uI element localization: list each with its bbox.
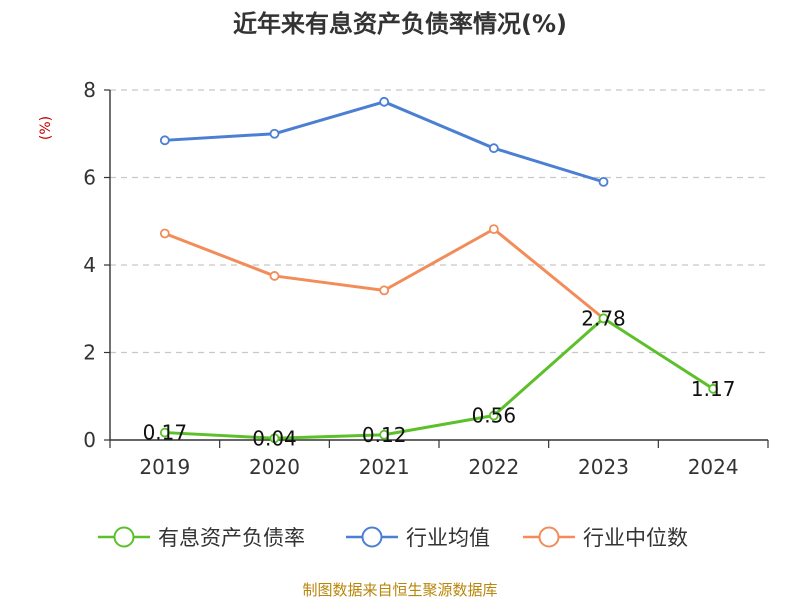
- legend-swatch-marker: [113, 526, 135, 548]
- x-tick-label: 2023: [578, 455, 629, 479]
- legend-label: 行业均值: [406, 526, 490, 550]
- x-tick-label: 2019: [139, 455, 190, 479]
- data-point: [269, 433, 280, 444]
- y-tick-label: 8: [83, 78, 96, 102]
- y-tick-label: 2: [83, 341, 96, 365]
- data-label: 1.17: [691, 377, 736, 401]
- data-point: [488, 410, 499, 421]
- y-tick-label: 4: [83, 253, 96, 277]
- y-axis-label: (%): [38, 116, 54, 140]
- data-label: 2.78: [581, 306, 626, 330]
- y-tick-label: 0: [83, 428, 96, 452]
- data-label: 0.04: [252, 426, 297, 450]
- x-tick-label: 2021: [359, 455, 410, 479]
- axes: 0 2 4 6 8 2019 2020 2021 2022 2023 2024: [83, 78, 769, 479]
- data-label: 0.56: [472, 404, 517, 428]
- x-tick-label: 2022: [468, 455, 519, 479]
- x-tick-label: 2024: [688, 455, 739, 479]
- series-group: [159, 96, 719, 444]
- data-point: [379, 285, 390, 296]
- data-point: [488, 143, 499, 154]
- legend-label: 行业中位数: [583, 526, 688, 550]
- data-point: [159, 427, 170, 438]
- data-label: 0.17: [143, 421, 188, 445]
- data-point: [488, 224, 499, 235]
- data-point: [598, 313, 609, 324]
- data-point: [269, 128, 280, 139]
- chart-title: 近年来有息资产负债率情况(%): [233, 10, 567, 38]
- series-line-1: [164, 100, 604, 184]
- source-note: 制图数据来自恒生聚源数据库: [302, 581, 497, 599]
- legend-swatch-marker: [361, 526, 383, 548]
- data-label: 0.12: [362, 423, 407, 447]
- data-labels: 0.17 0.04 0.12 0.56 2.78 1.17: [143, 306, 736, 450]
- legend-swatch-marker: [538, 526, 560, 548]
- data-point: [379, 429, 390, 440]
- legend-label: 有息资产负债率: [158, 526, 305, 550]
- data-point: [269, 271, 280, 281]
- grid: [110, 89, 768, 354]
- data-point: [708, 383, 719, 394]
- data-point: [159, 228, 170, 239]
- data-point: [159, 135, 170, 146]
- data-point: [598, 176, 609, 187]
- series-line-2: [164, 227, 605, 320]
- legend: 有息资产负债率 行业均值 行业中位数: [98, 526, 688, 550]
- data-point: [379, 96, 390, 107]
- x-tick-label: 2020: [249, 455, 300, 479]
- y-tick-label: 6: [83, 166, 96, 190]
- series-line-0: [164, 316, 714, 440]
